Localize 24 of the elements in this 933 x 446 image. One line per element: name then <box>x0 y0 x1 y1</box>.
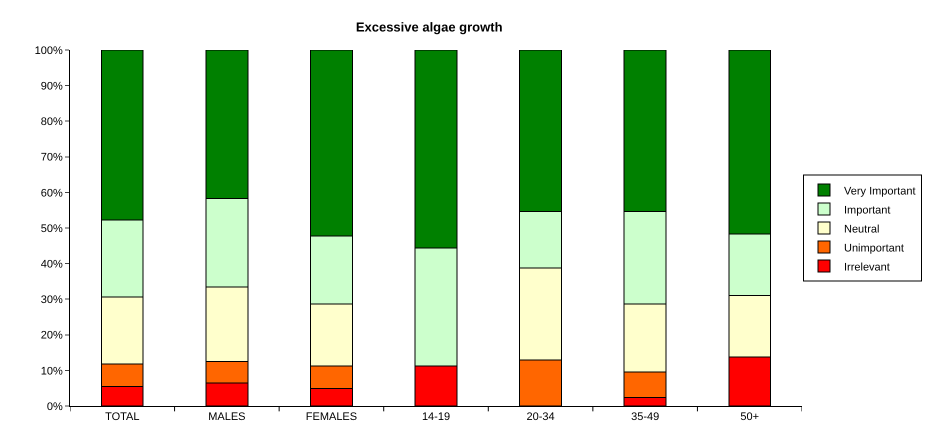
y-tick-label: 40% <box>40 258 64 270</box>
x-tick-label: 50+ <box>740 411 760 424</box>
y-tick-label: 60% <box>40 187 64 200</box>
y-tick-label: 10% <box>40 365 64 378</box>
y-tick-label: 30% <box>40 294 64 306</box>
chart-title: Excessive algae growth <box>356 19 503 34</box>
y-tick-label: 90% <box>40 80 64 92</box>
y-tick-label: 70% <box>40 152 64 164</box>
x-tick-label: 14-19 <box>422 411 450 424</box>
legend-label: Neutral <box>844 223 880 236</box>
y-tick-label: 100% <box>34 44 64 57</box>
y-tick-label: 50% <box>40 222 64 235</box>
legend-label: Unimportant <box>844 242 904 254</box>
x-tick-label: 20-34 <box>526 411 555 424</box>
y-tick-label: 80% <box>40 116 64 128</box>
x-tick-label: FEMALES <box>306 411 358 424</box>
legend-label: Very Important <box>844 185 916 198</box>
x-tick-label: MALES <box>208 411 246 424</box>
legend-label: Important <box>844 204 890 216</box>
x-tick-label: TOTAL <box>105 411 140 424</box>
y-tick-label: 0% <box>46 400 64 413</box>
legend-label: Irrelevant <box>844 261 890 274</box>
x-tick-label: 35-49 <box>631 411 660 424</box>
y-tick-label: 20% <box>40 330 64 342</box>
